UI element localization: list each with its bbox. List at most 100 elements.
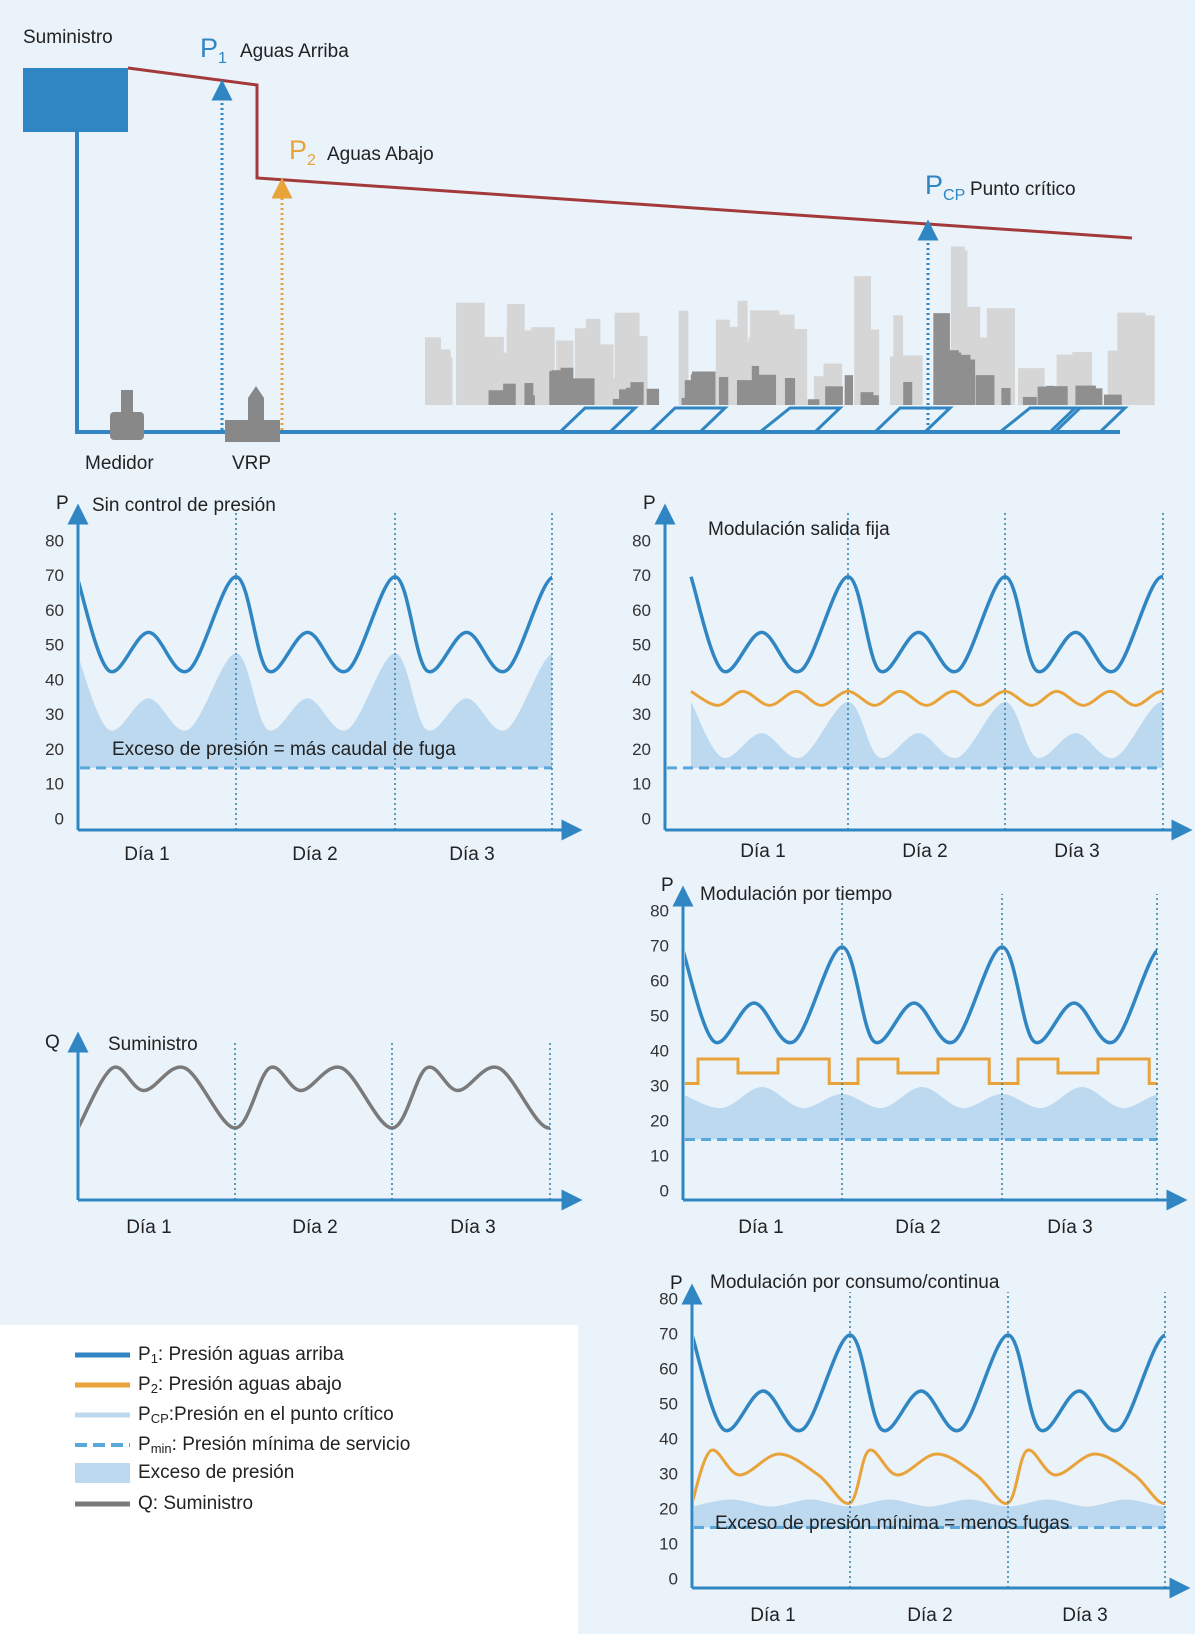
subscript: min: [151, 1441, 172, 1456]
upstream-pressure: [685, 945, 1157, 1045]
y-tick-label: 0: [660, 1181, 669, 1200]
chart-title: Sin control de presión: [92, 495, 276, 516]
chart-title: Suministro: [108, 1034, 198, 1055]
legend-text: : Presión aguas abajo: [158, 1374, 342, 1395]
legend-swatch: [75, 1463, 130, 1483]
axis-label: P: [56, 493, 69, 514]
skyline-building: [736, 380, 760, 405]
upstream-pressure: [689, 574, 1163, 674]
skyline-building: [807, 399, 820, 405]
y-tick-label: 30: [45, 705, 64, 724]
skyline-building: [646, 388, 660, 405]
p2-label: Aguas Abajo: [327, 144, 434, 165]
legend-text: :Presión en el punto crítico: [169, 1404, 394, 1425]
legend-label: Exceso de presión: [138, 1462, 294, 1483]
axis-label: P: [670, 1273, 683, 1294]
skyline-building: [1103, 394, 1122, 405]
subscript: 2: [151, 1381, 158, 1396]
skyline-building: [571, 378, 595, 405]
skyline-building: [869, 329, 880, 405]
day-label: Día 3: [1054, 841, 1099, 862]
symbol: P: [138, 1374, 151, 1395]
y-tick-label: 50: [632, 636, 651, 655]
branch-pipe: [1048, 406, 1129, 434]
skyline-building: [1085, 388, 1103, 405]
legend-label: PCP:Presión en el punto crítico: [138, 1404, 394, 1426]
prv-icon: [225, 386, 280, 442]
legend-text: Q: Suministro: [138, 1493, 253, 1514]
pressure-line: [127, 66, 1133, 240]
y-tick-label: 0: [55, 809, 64, 828]
p1-label: Aguas Arriba: [240, 41, 349, 62]
upstream-pressure: [80, 574, 552, 674]
skyline-building: [531, 327, 555, 405]
chart-title: Modulación por tiempo: [700, 884, 892, 905]
skyline-building: [691, 371, 716, 405]
symbol: P: [925, 170, 943, 200]
legend-label: Q: Suministro: [138, 1493, 253, 1514]
skyline-building: [524, 383, 534, 405]
skyline-building: [488, 390, 505, 405]
y-tick-label: 0: [669, 1569, 678, 1588]
axis-label: P: [643, 493, 656, 514]
symbol: P: [138, 1434, 151, 1455]
legend-text: Exceso de presión: [138, 1462, 294, 1483]
day-label: Día 3: [1047, 1217, 1092, 1238]
pressure-excess: [685, 1087, 1157, 1140]
pressure-symbol: PCP: [925, 170, 965, 204]
annotation: Exceso de presión mínima = menos fugas: [715, 1513, 1069, 1534]
margin: [1195, 0, 1203, 1634]
y-tick-label: 20: [659, 1499, 678, 1518]
skyline-building: [560, 367, 574, 405]
day-label: Día 3: [1062, 1605, 1107, 1626]
branch-pipe: [999, 406, 1084, 434]
y-tick-label: 40: [632, 670, 651, 689]
skyline-building: [784, 378, 796, 405]
day-label: Día 3: [449, 844, 494, 865]
y-tick-label: 30: [632, 705, 651, 724]
y-tick-label: 10: [45, 775, 64, 794]
y-tick-label: 70: [659, 1324, 678, 1343]
day-label: Día 1: [740, 841, 785, 862]
subscript: 1: [218, 50, 227, 67]
y-tick-label: 0: [642, 809, 651, 828]
skyline-building: [426, 349, 451, 405]
y-tick-label: 40: [45, 670, 64, 689]
chart-title: Modulación salida fija: [708, 519, 890, 540]
skyline-building: [549, 371, 563, 405]
branch-pipe: [759, 406, 844, 434]
skyline-building: [766, 383, 775, 405]
symbol: P: [289, 135, 307, 165]
symbol: P: [138, 1344, 151, 1365]
day-label: Día 2: [292, 844, 337, 865]
skyline-building: [479, 373, 490, 405]
skyline-building: [952, 359, 976, 405]
skyline-building: [863, 395, 879, 405]
symbol: P: [200, 33, 218, 63]
y-tick-label: 20: [632, 740, 651, 759]
symbol: P: [138, 1404, 151, 1425]
legend-text: : Presión aguas arriba: [158, 1344, 344, 1365]
legend-label: Pmin: Presión mínima de servicio: [138, 1434, 410, 1456]
y-tick-label: 60: [632, 601, 651, 620]
pressure-excess: [694, 1499, 1165, 1528]
supply-label: Suministro: [23, 27, 113, 48]
day-label: Día 1: [126, 1217, 171, 1238]
downstream-pressure: [690, 689, 1163, 707]
y-tick-label: 60: [659, 1359, 678, 1378]
skyline-building: [844, 375, 854, 405]
y-tick-label: 70: [632, 566, 651, 585]
prv-label: VRP: [232, 453, 271, 474]
y-tick-label: 30: [650, 1076, 669, 1095]
y-tick-label: 80: [659, 1289, 678, 1308]
y-tick-label: 10: [650, 1146, 669, 1165]
chart-title: Modulación por consumo/continua: [710, 1272, 1000, 1293]
skyline-building: [1022, 396, 1037, 405]
skyline-building: [638, 335, 648, 405]
branch-pipe: [648, 406, 729, 434]
meter-label: Medidor: [85, 453, 154, 474]
pressure-excess: [80, 653, 552, 768]
day-label: Día 1: [750, 1605, 795, 1626]
y-tick-label: 30: [659, 1464, 678, 1483]
branch-pipe: [873, 406, 954, 434]
